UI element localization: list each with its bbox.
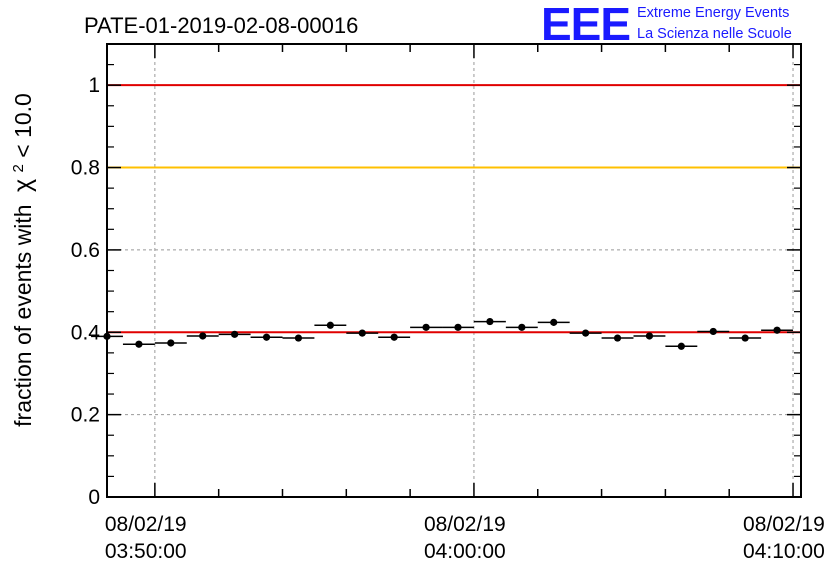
y-tick-label: 0.2 xyxy=(71,404,100,427)
data-point xyxy=(729,334,762,342)
y-tick-labels: 0 0.2 0.4 0.6 0.8 1 xyxy=(71,74,101,509)
data-point xyxy=(537,318,570,326)
y-tick-label: 0.4 xyxy=(71,321,101,344)
point-marker xyxy=(486,317,494,326)
point-marker xyxy=(326,321,334,329)
data-point xyxy=(697,327,730,336)
data-point xyxy=(250,333,283,341)
x-tick-date: 08/02/19 xyxy=(743,513,825,536)
data-point xyxy=(473,317,506,326)
point-marker xyxy=(454,323,462,331)
data-point xyxy=(282,334,315,342)
logo-mark: EEE xyxy=(541,0,630,50)
x-tick-time: 03:50:00 xyxy=(105,540,187,563)
point-marker xyxy=(582,329,590,337)
y-tick-label: 0.6 xyxy=(71,239,100,262)
data-point xyxy=(378,333,411,341)
point-marker xyxy=(231,330,239,338)
data-point xyxy=(186,332,219,340)
y-tick-label: 0 xyxy=(88,486,100,509)
data-point xyxy=(633,332,666,340)
point-marker xyxy=(550,318,558,326)
y-tick-label: 0.8 xyxy=(71,157,100,180)
point-marker xyxy=(135,340,143,348)
eee-logo: EEE Extreme Energy Events La Scienza nel… xyxy=(541,0,792,50)
point-marker xyxy=(677,342,685,350)
point-marker xyxy=(422,323,430,331)
x-tick-time: 04:10:00 xyxy=(743,540,825,563)
data-point xyxy=(122,340,155,348)
grid-lines xyxy=(107,44,801,497)
logo-line-2: La Scienza nelle Scuole xyxy=(637,26,792,42)
data-point xyxy=(154,339,187,347)
point-marker xyxy=(358,329,366,337)
logo-line-1: Extreme Energy Events xyxy=(637,5,789,21)
x-tick-labels: 08/02/19 03:50:00 08/02/19 04:00:00 08/02/19… xyxy=(105,513,825,563)
data-point xyxy=(569,329,602,337)
data-points xyxy=(91,317,794,350)
point-marker xyxy=(199,332,207,340)
point-marker xyxy=(262,333,271,341)
data-point xyxy=(218,330,251,338)
data-point xyxy=(346,329,379,337)
point-marker xyxy=(518,323,526,331)
point-marker xyxy=(709,327,717,336)
data-point xyxy=(601,334,634,342)
x-tick-time: 04:00:00 xyxy=(424,540,506,563)
data-point xyxy=(410,323,443,331)
data-point xyxy=(665,342,698,350)
axis-ticks xyxy=(107,43,801,498)
x-tick-date: 08/02/19 xyxy=(105,513,187,536)
y-tick-label: 1 xyxy=(88,74,100,97)
reference-lines xyxy=(107,84,801,334)
data-point xyxy=(314,321,347,329)
y-axis-label: fraction of events with χ 2 < 10.0 xyxy=(9,93,37,427)
point-marker xyxy=(390,333,398,341)
point-marker xyxy=(741,334,749,342)
point-marker xyxy=(167,339,175,347)
point-marker xyxy=(294,334,303,342)
point-marker xyxy=(645,332,654,340)
plot-frame xyxy=(106,43,802,498)
x-tick-date: 08/02/19 xyxy=(424,513,506,536)
point-marker xyxy=(613,334,622,342)
chart-title: PATE-01-2019-02-08-00016 xyxy=(84,13,358,38)
data-point xyxy=(505,323,538,331)
point-marker xyxy=(773,326,781,334)
data-point xyxy=(761,326,794,334)
data-point xyxy=(442,323,474,331)
